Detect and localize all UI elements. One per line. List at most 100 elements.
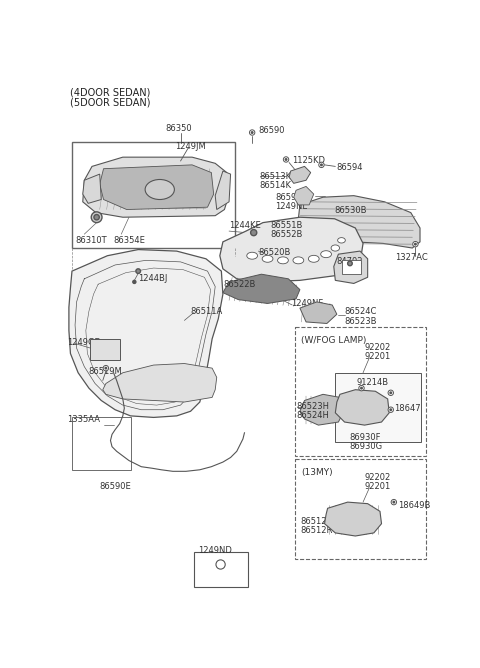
Polygon shape: [103, 363, 217, 402]
Text: 86512L: 86512L: [300, 517, 331, 526]
Circle shape: [251, 230, 257, 236]
Text: 86594: 86594: [337, 163, 363, 172]
Ellipse shape: [331, 245, 339, 251]
Polygon shape: [336, 389, 389, 425]
Ellipse shape: [145, 180, 174, 200]
Text: 86590: 86590: [258, 126, 285, 136]
Text: (5DOOR SEDAN): (5DOOR SEDAN): [71, 97, 151, 107]
Text: 1249JM: 1249JM: [175, 142, 206, 151]
Circle shape: [390, 392, 392, 393]
Text: 86930G: 86930G: [349, 442, 382, 451]
Text: 86551B: 86551B: [271, 221, 303, 230]
Circle shape: [94, 214, 99, 220]
Text: 86514K: 86514K: [260, 181, 292, 190]
Circle shape: [91, 212, 102, 222]
Polygon shape: [100, 165, 214, 210]
Polygon shape: [334, 251, 368, 283]
Circle shape: [252, 132, 253, 134]
Polygon shape: [223, 274, 300, 303]
Circle shape: [283, 157, 289, 162]
Text: 86591: 86591: [275, 192, 302, 202]
Text: 86524C: 86524C: [345, 307, 377, 317]
Circle shape: [103, 365, 108, 371]
Text: 86520B: 86520B: [258, 248, 291, 257]
Bar: [295, 459, 426, 559]
Circle shape: [133, 281, 136, 283]
Text: 92201: 92201: [365, 482, 391, 491]
Text: 91214B: 91214B: [357, 378, 389, 387]
Ellipse shape: [262, 255, 273, 263]
Text: (13MY): (13MY): [301, 468, 333, 477]
Circle shape: [359, 385, 364, 391]
Circle shape: [321, 164, 322, 166]
Polygon shape: [83, 174, 101, 203]
Circle shape: [319, 162, 324, 168]
Text: 1125KD: 1125KD: [292, 156, 325, 164]
Circle shape: [413, 241, 418, 247]
Circle shape: [105, 367, 107, 369]
Text: 86522B: 86522B: [223, 281, 255, 289]
Circle shape: [361, 387, 362, 389]
Text: 86930F: 86930F: [349, 433, 381, 442]
Text: 86511A: 86511A: [191, 307, 223, 315]
Text: 18649B: 18649B: [398, 500, 431, 510]
Text: KIA: KIA: [154, 186, 166, 192]
Text: 1249NF: 1249NF: [291, 299, 323, 308]
Text: 1244KE: 1244KE: [229, 221, 261, 230]
Text: 1327AC: 1327AC: [396, 253, 428, 263]
Circle shape: [388, 390, 394, 395]
Text: 1249ND: 1249ND: [198, 546, 232, 555]
Text: 84702: 84702: [337, 257, 363, 267]
Bar: [335, 373, 421, 442]
Bar: [295, 327, 426, 456]
Circle shape: [390, 409, 392, 411]
Polygon shape: [294, 186, 314, 205]
Ellipse shape: [293, 257, 304, 264]
Circle shape: [388, 407, 394, 412]
Text: 92202: 92202: [365, 343, 391, 352]
Text: 1244BJ: 1244BJ: [138, 274, 168, 283]
Text: 86310T: 86310T: [75, 236, 107, 244]
Ellipse shape: [247, 253, 258, 259]
Circle shape: [216, 560, 225, 569]
Polygon shape: [83, 157, 229, 217]
Circle shape: [391, 500, 396, 505]
Text: 1249GD: 1249GD: [67, 338, 101, 347]
Bar: [90, 339, 120, 361]
Ellipse shape: [321, 250, 332, 258]
Polygon shape: [215, 171, 230, 210]
Text: 1249NL: 1249NL: [275, 202, 307, 211]
Text: 92202: 92202: [365, 473, 391, 482]
Polygon shape: [297, 196, 420, 248]
Polygon shape: [69, 250, 223, 418]
Circle shape: [415, 243, 416, 245]
Text: 86513K: 86513K: [260, 172, 292, 181]
Polygon shape: [300, 302, 337, 323]
Text: 86519M: 86519M: [88, 367, 122, 376]
Circle shape: [250, 130, 255, 135]
Text: 86530B: 86530B: [335, 206, 367, 214]
Text: 86512R: 86512R: [300, 526, 332, 535]
Circle shape: [285, 159, 287, 160]
Bar: [193, 552, 248, 587]
Text: 92201: 92201: [365, 352, 391, 361]
Bar: [342, 261, 361, 274]
Ellipse shape: [308, 255, 319, 263]
Text: (W/FOG LAMP): (W/FOG LAMP): [301, 336, 367, 345]
Polygon shape: [289, 166, 311, 183]
Polygon shape: [220, 217, 363, 282]
Text: 86552B: 86552B: [271, 230, 303, 239]
Circle shape: [136, 269, 141, 273]
Text: 86350: 86350: [165, 124, 192, 133]
Text: 86590E: 86590E: [100, 482, 132, 491]
Text: 86523B: 86523B: [345, 317, 377, 325]
Ellipse shape: [337, 238, 345, 243]
Ellipse shape: [277, 257, 288, 264]
Polygon shape: [300, 394, 345, 425]
Circle shape: [393, 502, 395, 503]
Text: 18647: 18647: [394, 403, 420, 413]
Text: 86354E: 86354E: [114, 236, 145, 244]
Text: (4DOOR SEDAN): (4DOOR SEDAN): [71, 88, 151, 98]
Text: 86524H: 86524H: [297, 411, 330, 420]
Text: 1335AA: 1335AA: [67, 415, 100, 424]
